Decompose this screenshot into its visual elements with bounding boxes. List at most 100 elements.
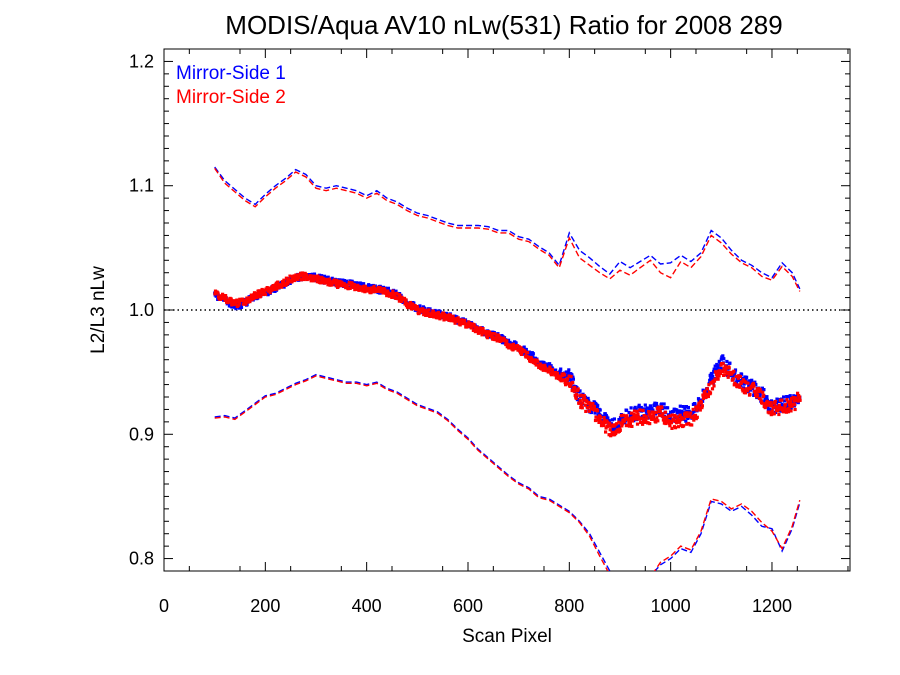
mirror-side-2-point bbox=[334, 283, 338, 288]
mirror-side-2-point bbox=[691, 415, 695, 419]
mirror-side-1-lower-bound-line bbox=[214, 373, 801, 571]
mirror-side-2-point bbox=[408, 300, 413, 305]
mirror-side-2-point bbox=[584, 409, 588, 413]
mirror-side-1-point bbox=[648, 404, 652, 408]
mirror-side-2-point bbox=[447, 318, 451, 322]
mirror-side-1-point bbox=[600, 414, 604, 418]
mirror-side-2-point bbox=[578, 394, 582, 398]
mirror-side-2-point bbox=[617, 420, 621, 424]
mirror-side-1-point bbox=[648, 407, 652, 411]
mirror-side-2-point bbox=[625, 414, 629, 418]
mirror-side-2-point bbox=[398, 293, 402, 297]
mirror-side-2-point bbox=[405, 301, 409, 305]
mirror-side-2-point bbox=[481, 327, 485, 331]
y-tick-label: 1.1 bbox=[129, 176, 154, 196]
mirror-side-2-point bbox=[409, 304, 413, 308]
mirror-side-1-point bbox=[548, 362, 552, 366]
mirror-side-1-point bbox=[651, 408, 655, 412]
mirror-side-2-point bbox=[773, 401, 777, 405]
mirror-side-2-point bbox=[505, 339, 509, 343]
mirror-side-2-point bbox=[332, 278, 337, 282]
mirror-side-2-point bbox=[670, 413, 675, 417]
mirror-side-2-point bbox=[244, 302, 248, 306]
mirror-side-1-point bbox=[524, 348, 528, 352]
mirror-side-1-point bbox=[765, 395, 769, 399]
mirror-side-2-point bbox=[764, 405, 768, 409]
mirror-side-2-point bbox=[299, 271, 303, 275]
mirror-side-2-point bbox=[497, 334, 501, 338]
mirror-side-2-point bbox=[634, 417, 639, 421]
mirror-side-2-point bbox=[216, 291, 220, 295]
mirror-side-1-point bbox=[596, 404, 600, 408]
mirror-side-2-point bbox=[654, 420, 658, 424]
mirror-side-1-point bbox=[681, 405, 685, 409]
mirror-side-2-point bbox=[658, 408, 662, 412]
mirror-side-2-point bbox=[676, 416, 680, 420]
mirror-side-2-point bbox=[696, 404, 700, 408]
mirror-side-2-point bbox=[664, 421, 668, 426]
mirror-side-2-point bbox=[665, 415, 669, 419]
mirror-side-2-point bbox=[770, 409, 774, 413]
mirror-side-2-point bbox=[732, 369, 736, 373]
mirror-side-2-point bbox=[261, 288, 265, 292]
mirror-side-2-point bbox=[790, 402, 795, 407]
mirror-side-2-point bbox=[643, 417, 647, 422]
mirror-side-2-point bbox=[762, 393, 766, 397]
mirror-side-2-point bbox=[777, 412, 781, 417]
mirror-side-2-point bbox=[786, 400, 790, 404]
mirror-side-1-point bbox=[713, 364, 717, 368]
mirror-side-2-point bbox=[548, 365, 552, 369]
mirror-side-2-point bbox=[726, 371, 730, 375]
mirror-side-2-point bbox=[629, 411, 633, 415]
mirror-side-2-point bbox=[784, 410, 789, 414]
mirror-side-2-point bbox=[573, 385, 577, 389]
mirror-side-2-point bbox=[673, 413, 677, 418]
mirror-side-2-point bbox=[695, 408, 699, 412]
mirror-side-2-point bbox=[241, 298, 245, 303]
mirror-side-2-point bbox=[317, 275, 321, 279]
plot-area bbox=[163, 48, 851, 572]
mirror-side-2-point bbox=[700, 404, 704, 408]
mirror-side-2-point bbox=[792, 396, 796, 400]
mirror-side-2-point bbox=[628, 419, 632, 423]
mirror-side-2-point bbox=[436, 310, 440, 314]
mirror-side-2-point bbox=[768, 410, 772, 414]
mirror-side-1-point bbox=[712, 367, 716, 371]
mirror-side-2-point bbox=[441, 315, 445, 319]
mirror-side-2-point bbox=[656, 419, 660, 423]
mirror-side-2-point bbox=[614, 431, 618, 435]
mirror-side-1-point bbox=[748, 381, 752, 386]
mirror-side-2-point bbox=[589, 404, 593, 408]
mirror-side-2-point bbox=[556, 373, 560, 378]
mirror-side-2-point bbox=[479, 331, 483, 335]
mirror-side-2-point bbox=[282, 278, 286, 282]
mirror-side-2-point bbox=[782, 407, 786, 411]
mirror-side-1-point bbox=[738, 379, 742, 383]
mirror-side-2-point bbox=[493, 332, 497, 336]
mirror-side-1-upper-bound-line bbox=[214, 166, 801, 290]
mirror-side-2-point bbox=[715, 374, 719, 379]
mirror-side-1-point bbox=[717, 359, 721, 363]
mirror-side-1-point bbox=[545, 362, 549, 366]
mirror-side-2-point bbox=[726, 375, 730, 379]
mirror-side-2-point bbox=[396, 296, 400, 301]
mirror-side-2-point bbox=[575, 392, 579, 396]
mirror-side-2-point bbox=[673, 426, 678, 430]
mirror-side-2-point bbox=[245, 296, 249, 300]
mirror-side-2-point bbox=[674, 421, 679, 425]
mirror-side-1-point bbox=[633, 405, 637, 409]
mirror-side-2-point bbox=[567, 374, 571, 378]
mirror-side-2-point bbox=[630, 419, 634, 423]
mirror-side-2-point bbox=[560, 374, 565, 378]
mirror-side-2-point bbox=[619, 414, 623, 418]
mirror-side-2-point bbox=[216, 295, 221, 299]
x-tick-label: 1200 bbox=[752, 596, 792, 616]
mirror-side-1-point bbox=[610, 428, 614, 432]
mirror-side-2-point bbox=[407, 305, 411, 309]
mirror-side-2-point bbox=[685, 422, 689, 426]
mirror-side-2-point bbox=[587, 409, 591, 413]
mirror-side-1-point bbox=[728, 361, 732, 365]
mirror-side-2-point bbox=[598, 417, 602, 421]
mirror-side-2-point bbox=[566, 377, 570, 381]
mirror-side-2-point bbox=[484, 333, 488, 337]
